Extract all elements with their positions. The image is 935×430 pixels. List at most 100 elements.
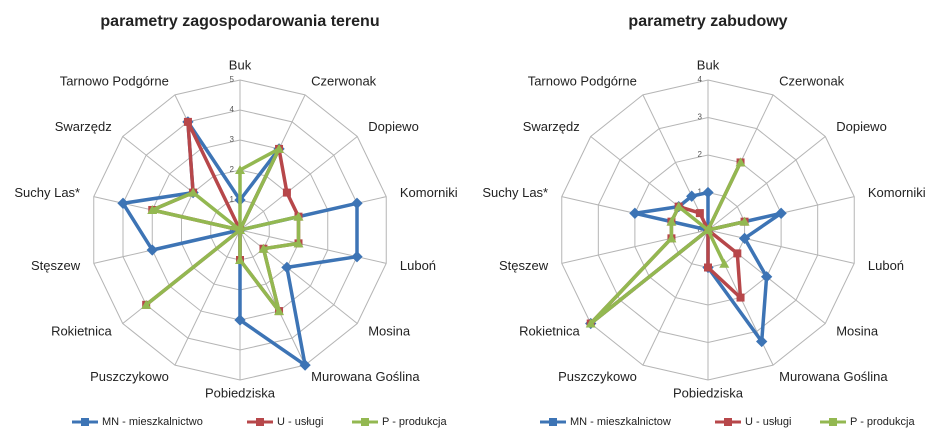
legend-marker xyxy=(361,418,369,426)
spoke xyxy=(239,229,387,264)
category-label: Swarzędz xyxy=(55,119,112,134)
category-label: Rokietnica xyxy=(51,324,112,339)
legend-marker xyxy=(549,418,557,426)
category-label: Buk xyxy=(229,57,252,72)
point-marker xyxy=(293,238,304,248)
point-marker xyxy=(739,216,750,226)
point-marker xyxy=(760,271,773,283)
category-label: Stęszew xyxy=(31,258,81,273)
category-label: Puszczykowo xyxy=(558,369,637,384)
point-marker xyxy=(736,293,745,302)
category-label: Luboń xyxy=(400,258,436,273)
chart-title: parametry zabudowy xyxy=(628,13,787,30)
tick-label: 1 xyxy=(698,188,703,197)
category-label: Mosina xyxy=(836,324,879,339)
point-marker xyxy=(235,165,245,174)
category-label: Czerwonak xyxy=(311,74,377,89)
point-marker xyxy=(351,251,363,263)
chart-title: parametry zagospodarowania terenu xyxy=(100,13,379,30)
legend-label: U - usługi xyxy=(277,416,323,428)
point-marker xyxy=(686,190,698,202)
legend-label: P - produkcja xyxy=(850,416,915,428)
point-marker xyxy=(282,188,291,197)
point-marker xyxy=(258,243,269,253)
point-marker xyxy=(738,232,751,245)
point-marker xyxy=(704,263,712,272)
category-label: Dopiewo xyxy=(836,119,887,134)
point-marker xyxy=(756,335,768,348)
point-marker xyxy=(719,258,730,268)
tick-label: 3 xyxy=(230,135,235,144)
category-label: Tarnowo Podgórne xyxy=(60,74,169,89)
category-label: Komorniki xyxy=(868,185,926,200)
category-label: Pobiedziska xyxy=(205,385,276,400)
point-marker xyxy=(234,314,246,326)
category-label: Buk xyxy=(697,57,720,72)
category-label: Pobiedziska xyxy=(673,385,744,400)
legend-marker xyxy=(724,418,732,426)
spoke xyxy=(174,229,241,366)
point-marker xyxy=(141,299,152,309)
tick-label: 2 xyxy=(230,165,235,174)
category-label: Tarnowo Podgórne xyxy=(528,74,637,89)
legend-label: U - usługi xyxy=(745,416,791,428)
point-marker xyxy=(775,207,787,219)
category-label: Suchy Las* xyxy=(14,185,80,200)
point-marker xyxy=(695,209,704,218)
point-marker xyxy=(673,201,684,211)
point-marker xyxy=(703,225,713,234)
category-label: Stęszew xyxy=(499,258,549,273)
point-marker xyxy=(281,261,293,274)
point-marker xyxy=(299,359,311,371)
tick-label: 2 xyxy=(698,150,703,159)
legend-label: MN - mieszkalnictow xyxy=(570,416,671,428)
category-label: Swarzędz xyxy=(523,119,580,134)
point-marker xyxy=(585,318,596,328)
point-marker xyxy=(274,143,285,153)
category-label: Puszczykowo xyxy=(90,369,169,384)
legend-marker xyxy=(81,418,89,426)
point-marker xyxy=(235,255,245,264)
category-label: Rokietnica xyxy=(519,324,580,339)
category-label: Murowana Goślina xyxy=(779,369,888,384)
point-marker xyxy=(351,197,363,209)
legend-marker xyxy=(256,418,264,426)
spoke xyxy=(239,229,306,366)
radar-chart: parametry zabudowy01234BukCzerwonakDopie… xyxy=(482,13,925,428)
category-label: Luboń xyxy=(868,258,904,273)
spoke xyxy=(707,136,826,231)
point-marker xyxy=(235,225,245,234)
point-marker xyxy=(666,216,677,226)
tick-label: 3 xyxy=(698,113,703,122)
tick-label: 5 xyxy=(230,75,235,84)
category-label: Suchy Las* xyxy=(482,185,548,200)
category-label: Komorniki xyxy=(400,185,458,200)
category-label: Mosina xyxy=(368,324,411,339)
legend-label: MN - mieszkalnictwo xyxy=(102,416,203,428)
spoke xyxy=(239,136,358,231)
point-marker xyxy=(188,187,199,197)
legend-label: P - produkcja xyxy=(382,416,447,428)
point-marker xyxy=(629,207,641,219)
radar-chart: parametry zagospodarowania terenu012345B… xyxy=(14,13,457,428)
point-marker xyxy=(293,211,304,221)
point-marker xyxy=(146,244,158,256)
category-label: Czerwonak xyxy=(779,74,845,89)
point-marker xyxy=(183,117,192,126)
tick-label: 1 xyxy=(230,195,235,204)
spoke xyxy=(707,229,855,264)
category-label: Murowana Goślina xyxy=(311,369,420,384)
tick-label: 4 xyxy=(698,75,703,84)
category-label: Dopiewo xyxy=(368,119,419,134)
spoke xyxy=(642,229,709,366)
spoke xyxy=(642,94,709,231)
tick-label: 4 xyxy=(230,105,235,114)
point-marker xyxy=(735,157,746,167)
spoke xyxy=(561,229,709,264)
point-marker xyxy=(666,233,677,243)
legend-marker xyxy=(829,418,837,426)
series-line xyxy=(588,190,783,344)
point-marker xyxy=(702,186,714,199)
point-marker xyxy=(274,306,285,316)
